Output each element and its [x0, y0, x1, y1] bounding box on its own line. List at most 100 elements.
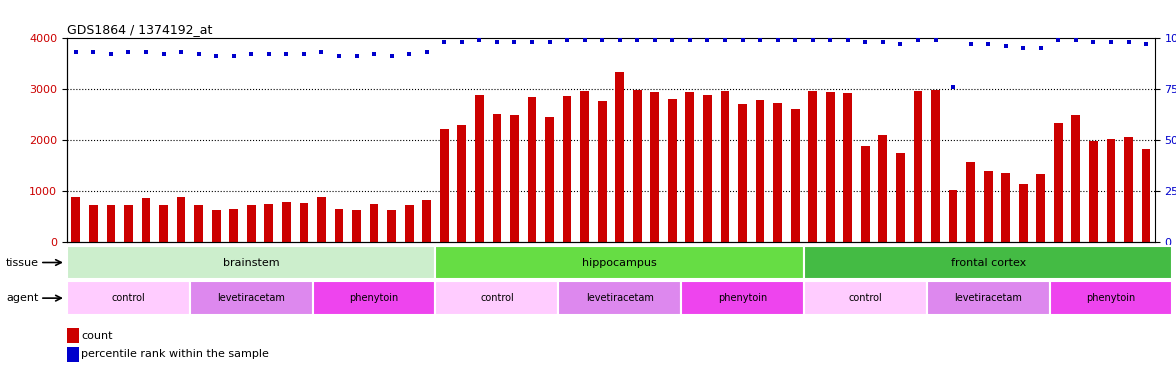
Point: [996, 43, 1015, 49]
Point: [189, 51, 208, 57]
Bar: [387, 210, 396, 242]
Bar: [721, 91, 729, 242]
Bar: [247, 205, 255, 242]
Point: [891, 40, 910, 46]
Point: [488, 39, 507, 45]
Bar: [546, 117, 554, 242]
Bar: [1036, 174, 1045, 242]
Text: percentile rank within the sample: percentile rank within the sample: [81, 350, 269, 359]
Bar: [615, 72, 624, 242]
Bar: [896, 153, 904, 242]
Bar: [435, 281, 559, 315]
Point: [575, 36, 594, 42]
Point: [276, 51, 295, 57]
Point: [961, 40, 980, 46]
Point: [66, 49, 85, 55]
Point: [1084, 39, 1103, 45]
Point: [750, 36, 769, 42]
Point: [136, 49, 155, 55]
Point: [329, 53, 348, 59]
Bar: [194, 205, 203, 242]
Text: levetiracetam: levetiracetam: [218, 293, 286, 303]
Bar: [89, 205, 98, 242]
Bar: [580, 91, 589, 242]
Bar: [650, 92, 660, 242]
Bar: [67, 246, 435, 279]
Point: [1137, 40, 1156, 46]
Point: [856, 39, 875, 45]
Text: control: control: [480, 293, 514, 303]
Bar: [914, 91, 922, 242]
Point: [540, 39, 559, 45]
Bar: [352, 210, 361, 242]
Bar: [984, 171, 993, 242]
Point: [101, 51, 120, 57]
Point: [786, 36, 804, 42]
Point: [646, 36, 664, 42]
Bar: [967, 162, 975, 242]
Bar: [318, 197, 326, 242]
Point: [768, 36, 787, 42]
Point: [470, 36, 489, 42]
Text: phenytoin: phenytoin: [1087, 293, 1136, 303]
Bar: [300, 203, 308, 242]
Bar: [189, 281, 313, 315]
Point: [821, 36, 840, 42]
Bar: [1107, 139, 1115, 242]
Point: [699, 36, 717, 42]
Point: [312, 49, 330, 55]
Bar: [265, 204, 273, 242]
Point: [803, 36, 822, 42]
Text: GDS1864 / 1374192_at: GDS1864 / 1374192_at: [67, 23, 213, 36]
Bar: [440, 129, 448, 242]
Bar: [562, 96, 572, 242]
Point: [172, 49, 191, 55]
Point: [1031, 45, 1050, 51]
Text: tissue: tissue: [6, 258, 39, 267]
Bar: [1049, 281, 1172, 315]
Point: [715, 36, 734, 42]
Point: [83, 49, 102, 55]
Point: [927, 36, 946, 42]
Bar: [703, 95, 711, 242]
Point: [207, 53, 226, 59]
Point: [453, 39, 472, 45]
Bar: [633, 90, 642, 242]
Text: levetiracetam: levetiracetam: [586, 293, 654, 303]
Text: phenytoin: phenytoin: [717, 293, 767, 303]
Point: [838, 36, 857, 42]
Point: [1120, 39, 1138, 45]
Bar: [107, 205, 115, 242]
Bar: [861, 146, 870, 242]
Bar: [229, 209, 238, 242]
Bar: [435, 246, 804, 279]
Point: [119, 49, 138, 55]
Bar: [510, 115, 519, 242]
Point: [557, 36, 576, 42]
Point: [400, 51, 419, 57]
Bar: [72, 197, 80, 242]
Point: [663, 36, 682, 42]
Bar: [804, 246, 1172, 279]
Bar: [668, 99, 676, 242]
Text: hippocampus: hippocampus: [582, 258, 657, 267]
Bar: [313, 281, 435, 315]
Point: [874, 39, 893, 45]
Point: [1049, 36, 1068, 42]
Point: [628, 36, 647, 42]
Point: [522, 39, 541, 45]
Bar: [335, 209, 343, 242]
Bar: [739, 104, 747, 242]
Bar: [493, 114, 501, 242]
Bar: [369, 204, 379, 242]
Bar: [559, 281, 681, 315]
Bar: [475, 95, 483, 242]
Bar: [774, 103, 782, 242]
Point: [435, 39, 454, 45]
Bar: [931, 90, 940, 242]
Point: [610, 36, 629, 42]
Bar: [405, 205, 414, 242]
Bar: [123, 205, 133, 242]
Bar: [212, 210, 221, 242]
Point: [365, 51, 383, 57]
